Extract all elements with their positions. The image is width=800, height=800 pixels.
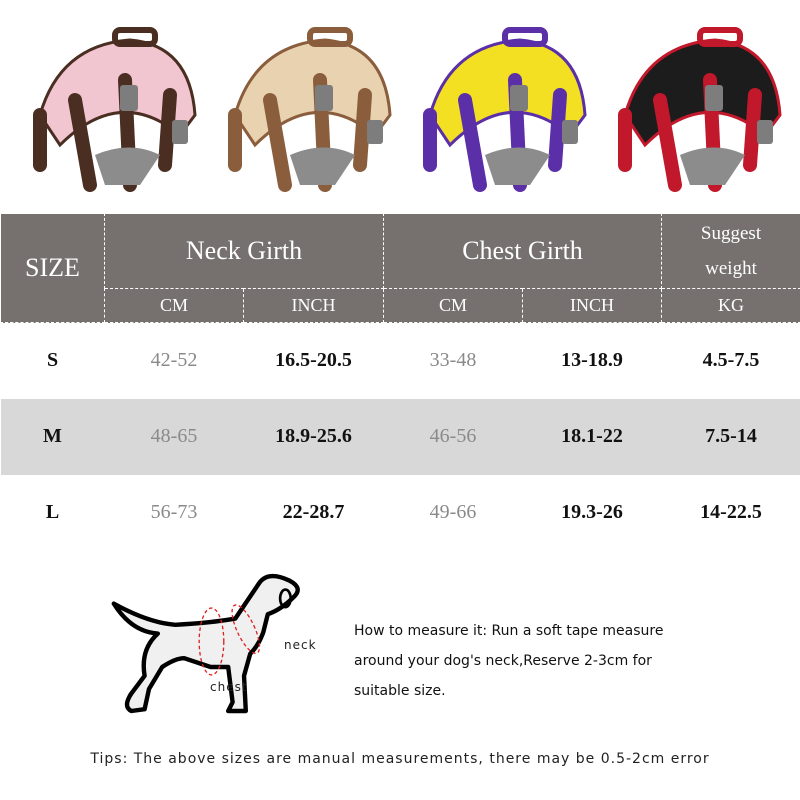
cell-neck-cm: 42-52 — [150, 349, 198, 372]
harness-image-red — [605, 25, 795, 200]
chest-girth-header: Chest Girth — [382, 213, 663, 289]
cell-neck-inch: 16.5-20.5 — [275, 349, 352, 372]
measure-instructions: How to measure it: Run a soft tape measu… — [354, 623, 664, 699]
cell-chest-inch: 13-18.9 — [561, 349, 623, 372]
size-chart: SIZE Neck Girth Chest Girth Suggest weigh… — [0, 213, 800, 551]
cell-size: L — [45, 501, 60, 523]
cell-kg: 14-22.5 — [700, 501, 762, 523]
dog-silhouette — [111, 573, 300, 714]
cell-size: M — [0, 398, 105, 475]
cell-neck-inch: 18.9-25.6 — [243, 398, 384, 475]
weight-header: Suggest weight — [661, 213, 800, 289]
harness-image-beige — [215, 25, 405, 200]
chest-label: chest — [210, 680, 248, 694]
dog-diagram — [111, 573, 300, 714]
cell-size: S — [46, 349, 59, 372]
neck-girth-header: Neck Girth — [104, 213, 384, 289]
cell-kg: 4.5-7.5 — [702, 349, 760, 372]
subheader-chest-inch: INCH — [521, 288, 663, 323]
cell-chest-inch: 18.1-22 — [522, 398, 662, 475]
table-row: M 48-65 18.9-25.6 46-56 18.1-22 7.5-14 — [0, 398, 800, 475]
cell-neck-cm: 56-73 — [150, 501, 198, 523]
subheader-chest-cm: CM — [383, 288, 523, 323]
tips-text: Tips: The above sizes are manual measure… — [90, 751, 710, 767]
subheader-neck-cm: CM — [104, 288, 244, 323]
cell-neck-cm: 48-65 — [104, 398, 244, 475]
table-row: L 56-73 22-28.7 49-66 19.3-26 14-22.5 — [1, 475, 800, 551]
cell-neck-inch: 22-28.7 — [282, 501, 345, 523]
cell-chest-cm: 49-66 — [429, 501, 477, 523]
neck-measure — [231, 604, 261, 655]
chest-measure — [198, 607, 225, 676]
harness-image-pink — [20, 25, 210, 200]
neck-label: neck — [284, 638, 317, 652]
table-row: S 42-52 16.5-20.5 33-48 13-18.9 4.5-7.5 — [1, 323, 800, 399]
cell-chest-cm: 33-48 — [429, 349, 477, 372]
subheader-kg: KG — [661, 288, 800, 323]
harness-image-yellow — [410, 25, 600, 200]
cell-kg: 7.5-14 — [661, 398, 800, 475]
size-header: SIZE — [0, 213, 105, 323]
subheader-neck-inch: INCH — [243, 288, 384, 323]
cell-chest-inch: 19.3-26 — [561, 501, 623, 523]
cell-chest-cm: 46-56 — [383, 398, 523, 475]
